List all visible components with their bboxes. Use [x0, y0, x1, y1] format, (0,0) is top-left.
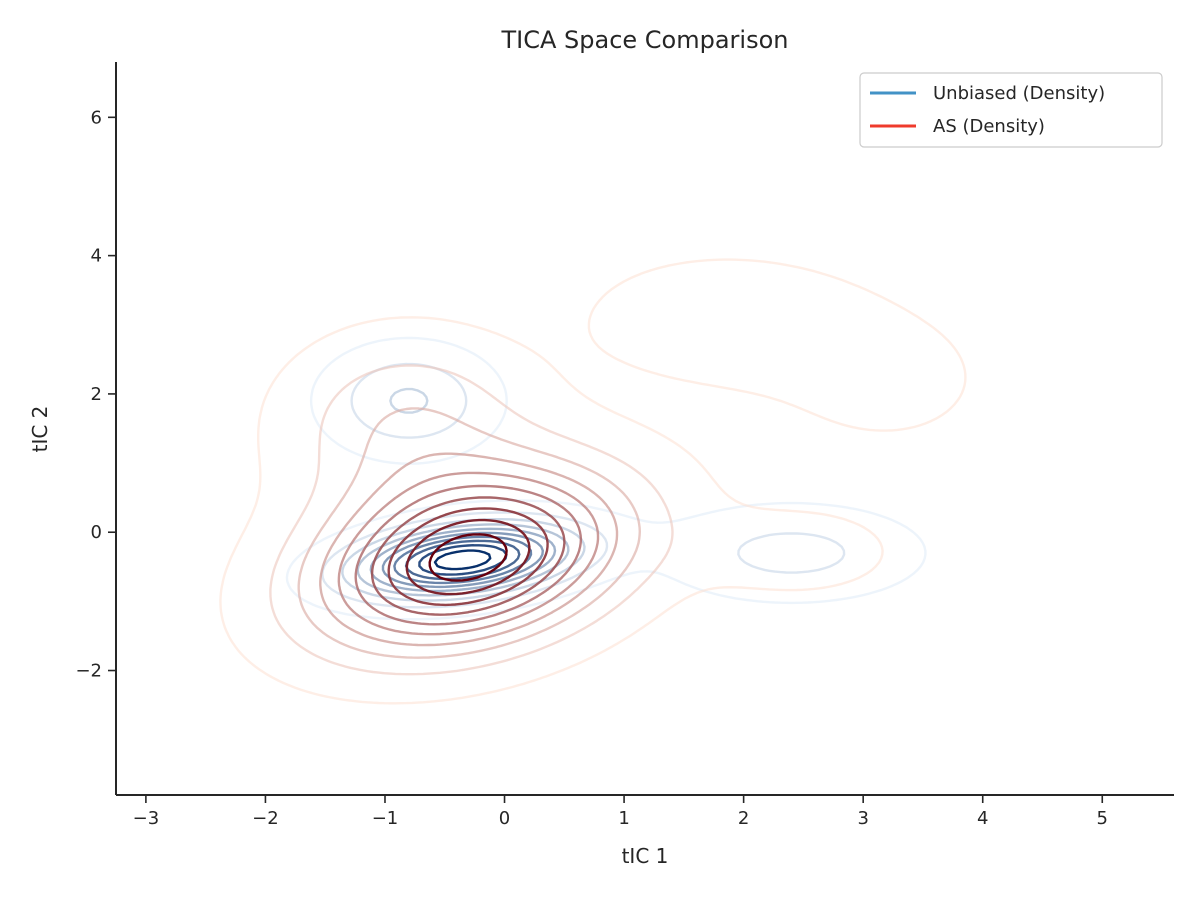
as-density-contour-4	[319, 452, 619, 647]
y-tick-label: −2	[75, 661, 102, 682]
chart-title: TICA Space Comparison	[500, 26, 788, 54]
as-density-contour-2	[269, 364, 674, 676]
y-tick-label: 0	[91, 522, 102, 543]
unbiased-density-contour-9	[418, 544, 508, 576]
y-tick-label: 6	[91, 107, 102, 128]
x-tick-label: −1	[372, 808, 399, 829]
as-density-contour-7	[370, 496, 566, 616]
x-axis-label: tIC 1	[622, 844, 669, 868]
as-density-contour-9	[405, 518, 531, 596]
as-density-contour-1	[219, 258, 967, 705]
as-density-contour-3	[297, 407, 641, 659]
x-tick-label: 2	[738, 808, 749, 829]
as-density-contour-5	[337, 471, 600, 636]
unbiased-density-contour-10	[433, 549, 492, 571]
x-tick-label: −3	[133, 808, 160, 829]
y-tick-label: 2	[91, 384, 102, 405]
x-tick-label: 5	[1097, 808, 1108, 829]
contour-layer	[219, 258, 967, 705]
x-axis-ticks: −3 −2 −1 0 1 2 3 4 5	[133, 795, 1108, 829]
x-tick-label: 0	[499, 808, 510, 829]
x-tick-label: 4	[977, 808, 988, 829]
unbiased-density-contour-2	[321, 362, 846, 609]
legend-label-as: AS (Density)	[933, 116, 1045, 137]
legend-label-unbiased: Unbiased (Density)	[933, 83, 1105, 104]
x-tick-label: −2	[252, 808, 279, 829]
y-axis-ticks: −2 0 2 4 6	[75, 107, 116, 682]
legend: Unbiased (Density) AS (Density)	[859, 72, 1163, 148]
y-tick-label: 4	[91, 246, 102, 267]
y-axis-label: tIC 2	[28, 406, 52, 453]
x-tick-label: 1	[618, 808, 629, 829]
as-density-contour-8	[387, 507, 549, 607]
x-tick-label: 3	[857, 808, 868, 829]
legend-box	[859, 72, 1163, 148]
as-density-contour-10	[428, 533, 508, 582]
as-density-contour-6	[354, 484, 583, 626]
